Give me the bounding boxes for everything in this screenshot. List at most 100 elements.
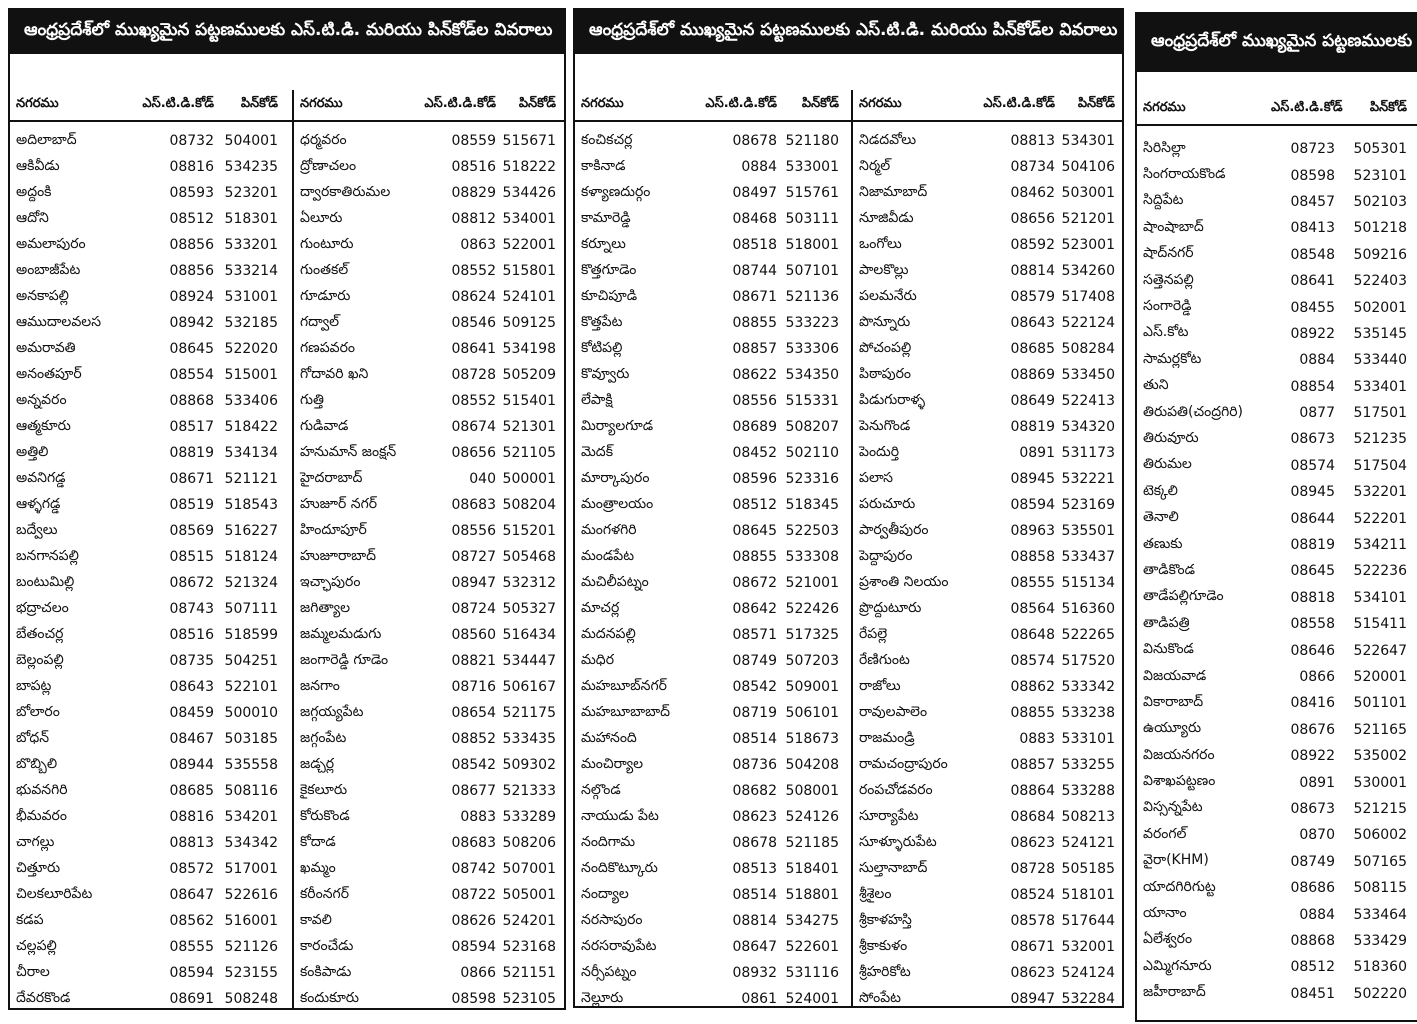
- std-code: 08728: [451, 367, 496, 383]
- table-body: ధర్మవరం 08559 515671 ద్రోణాచలం 08516 518222 ద్…: [294, 128, 564, 1008]
- table-row: చిలకలూరిపేట 08647 522616: [10, 882, 292, 908]
- city-name: ఆముదాలవలస: [16, 313, 102, 330]
- city-name: చీరాల: [16, 963, 50, 980]
- std-code: 08647: [169, 887, 214, 903]
- pin-code: 532312: [502, 575, 556, 591]
- std-code: 08656: [451, 445, 496, 461]
- pin-code: 517520: [1061, 653, 1115, 669]
- std-code: 08689: [732, 419, 777, 435]
- std-code: 08684: [1010, 809, 1055, 825]
- city-name: జహీరాబాద్: [1143, 984, 1206, 1001]
- city-name: నరసాపురం: [581, 911, 643, 928]
- pin-code: 518599: [224, 627, 278, 643]
- pin-code: 515001: [224, 367, 278, 383]
- std-code: 08596: [732, 471, 777, 487]
- table-row: కొత్తపేట 08855 533223: [575, 310, 851, 336]
- table-row: గద్వాల్ 08546 509125: [294, 310, 564, 336]
- std-code: 08598: [1290, 167, 1335, 184]
- std-code: 08572: [169, 861, 214, 877]
- pin-code: 522413: [1061, 393, 1115, 409]
- table-row: కూచిపూడి 08671 521136: [575, 284, 851, 310]
- pin-code: 523168: [502, 939, 556, 955]
- std-code: 08671: [732, 289, 777, 305]
- table-row: బంటుమిల్లి 08672 521324: [10, 570, 292, 596]
- city-name: సిద్దిపేట: [1143, 192, 1184, 209]
- std-code: 08922: [1290, 748, 1335, 765]
- std-code: 08819: [1010, 419, 1055, 435]
- city-name: మదనపల్లి: [581, 625, 636, 642]
- header-pin: పిన్‌కోడ్: [801, 96, 839, 111]
- pin-code: 532284: [1061, 991, 1115, 1007]
- std-code: 08736: [732, 757, 777, 773]
- table-row: పలమనేరు 08579 517408: [853, 284, 1122, 310]
- pin-code: 506101: [785, 705, 839, 721]
- city-name: పెందుర్తి: [859, 443, 900, 460]
- city-name: నర్సీపట్నం: [581, 963, 637, 980]
- panel-title: ఆంధ్రప్రదేశ్‌లో ముఖ్యమైన పట్టణములకు ఎస్.…: [575, 10, 1122, 54]
- table-row: పెద్దాపురం 08858 533437: [853, 544, 1122, 570]
- city-table: నగరము ఎస్.టి.డి.కోడ్ పిన్‌కోడ్ నిడదవోలు 0881…: [851, 90, 1122, 1007]
- std-code: 08512: [732, 497, 777, 513]
- city-name: కాకినాడ: [581, 157, 626, 174]
- std-code: 08452: [732, 445, 777, 461]
- std-code: 08864: [1010, 783, 1055, 799]
- table-row: ఇచ్ఛాపురం 08947 532312: [294, 570, 564, 596]
- table-row: సత్తెనపల్లి 08641 522403: [1137, 268, 1417, 294]
- city-name: ఖమ్మం: [300, 859, 336, 876]
- std-code: 08554: [169, 367, 214, 383]
- city-name: కావలి: [300, 911, 332, 928]
- std-code: 08564: [1010, 601, 1055, 617]
- pin-code: 534260: [1061, 263, 1115, 279]
- pin-code: 507165: [1353, 853, 1407, 870]
- table-row: సిద్దిపేట 08457 502103: [1137, 189, 1417, 215]
- table-row: ఆత్మకూరు 08517 518422: [10, 414, 292, 440]
- std-code: 08818: [1290, 589, 1335, 606]
- pin-code: 534275: [785, 913, 839, 929]
- pin-code: 516001: [224, 913, 278, 929]
- city-name: కొత్తగూడెం: [581, 261, 637, 278]
- city-name: అమరావతి: [16, 339, 76, 356]
- std-code: 08868: [1290, 932, 1335, 949]
- std-code: 08855: [732, 549, 777, 565]
- pin-code: 506167: [502, 679, 556, 695]
- city-name: ఎస్.కోట: [1143, 324, 1189, 341]
- table-row: అత్తిలి 08819 534134: [10, 440, 292, 466]
- table-row: కైకలూరు 08677 521333: [294, 778, 564, 804]
- std-code: 0884: [1299, 906, 1335, 923]
- std-code: 08945: [1010, 471, 1055, 487]
- city-name: జగిత్యాల: [300, 599, 351, 616]
- city-name: గుంటూరు: [300, 235, 354, 252]
- pin-code: 518345: [785, 497, 839, 513]
- city-name: ప్రొద్దుటూరు: [859, 599, 922, 616]
- std-code: 040: [469, 471, 496, 487]
- column-header-row: నగరము ఎస్.టి.డి.కోడ్ పిన్‌కోడ్: [10, 90, 292, 122]
- table-row: తెనాలి 08644 522201: [1137, 505, 1417, 531]
- table-row: మదనపల్లి 08571 517325: [575, 622, 851, 648]
- city-name: చిలకలూరిపేట: [16, 885, 93, 902]
- city-name: వినుకొండ: [1143, 641, 1194, 658]
- table-row: కళ్యాణదుర్గం 08497 515761: [575, 180, 851, 206]
- city-name: ద్వారకాతిరుమల: [300, 183, 391, 200]
- city-name: తాడికొండ: [1143, 561, 1195, 578]
- header-pin: పిన్‌కోడ్: [240, 96, 278, 111]
- city-name: చాగల్లు: [16, 833, 55, 850]
- std-code: 08942: [169, 315, 214, 331]
- city-name: చల్లపల్లి: [16, 937, 57, 954]
- std-code: 08643: [1010, 315, 1055, 331]
- table-row: మహబూబాబాద్ 08719 506101: [575, 700, 851, 726]
- std-code: 0883: [1019, 731, 1055, 747]
- table-row: అంబాజీపేట 08856 533214: [10, 258, 292, 284]
- pin-code: 518360: [1353, 959, 1407, 976]
- pin-code: 531173: [1061, 445, 1115, 461]
- city-name: ఆళ్ళగడ్డ: [16, 495, 61, 512]
- std-code: 08497: [732, 185, 777, 201]
- pin-code: 518301: [224, 211, 278, 227]
- table-row: బోలారం 08459 500010: [10, 700, 292, 726]
- city-name: చిత్తూరు: [16, 859, 61, 876]
- pin-code: 532185: [224, 315, 278, 331]
- std-code: 08727: [451, 549, 496, 565]
- std-code: 08732: [169, 133, 214, 149]
- city-name: శ్రీకాళహస్తి: [859, 911, 912, 928]
- std-code: 08945: [1290, 484, 1335, 501]
- std-code: 08560: [451, 627, 496, 643]
